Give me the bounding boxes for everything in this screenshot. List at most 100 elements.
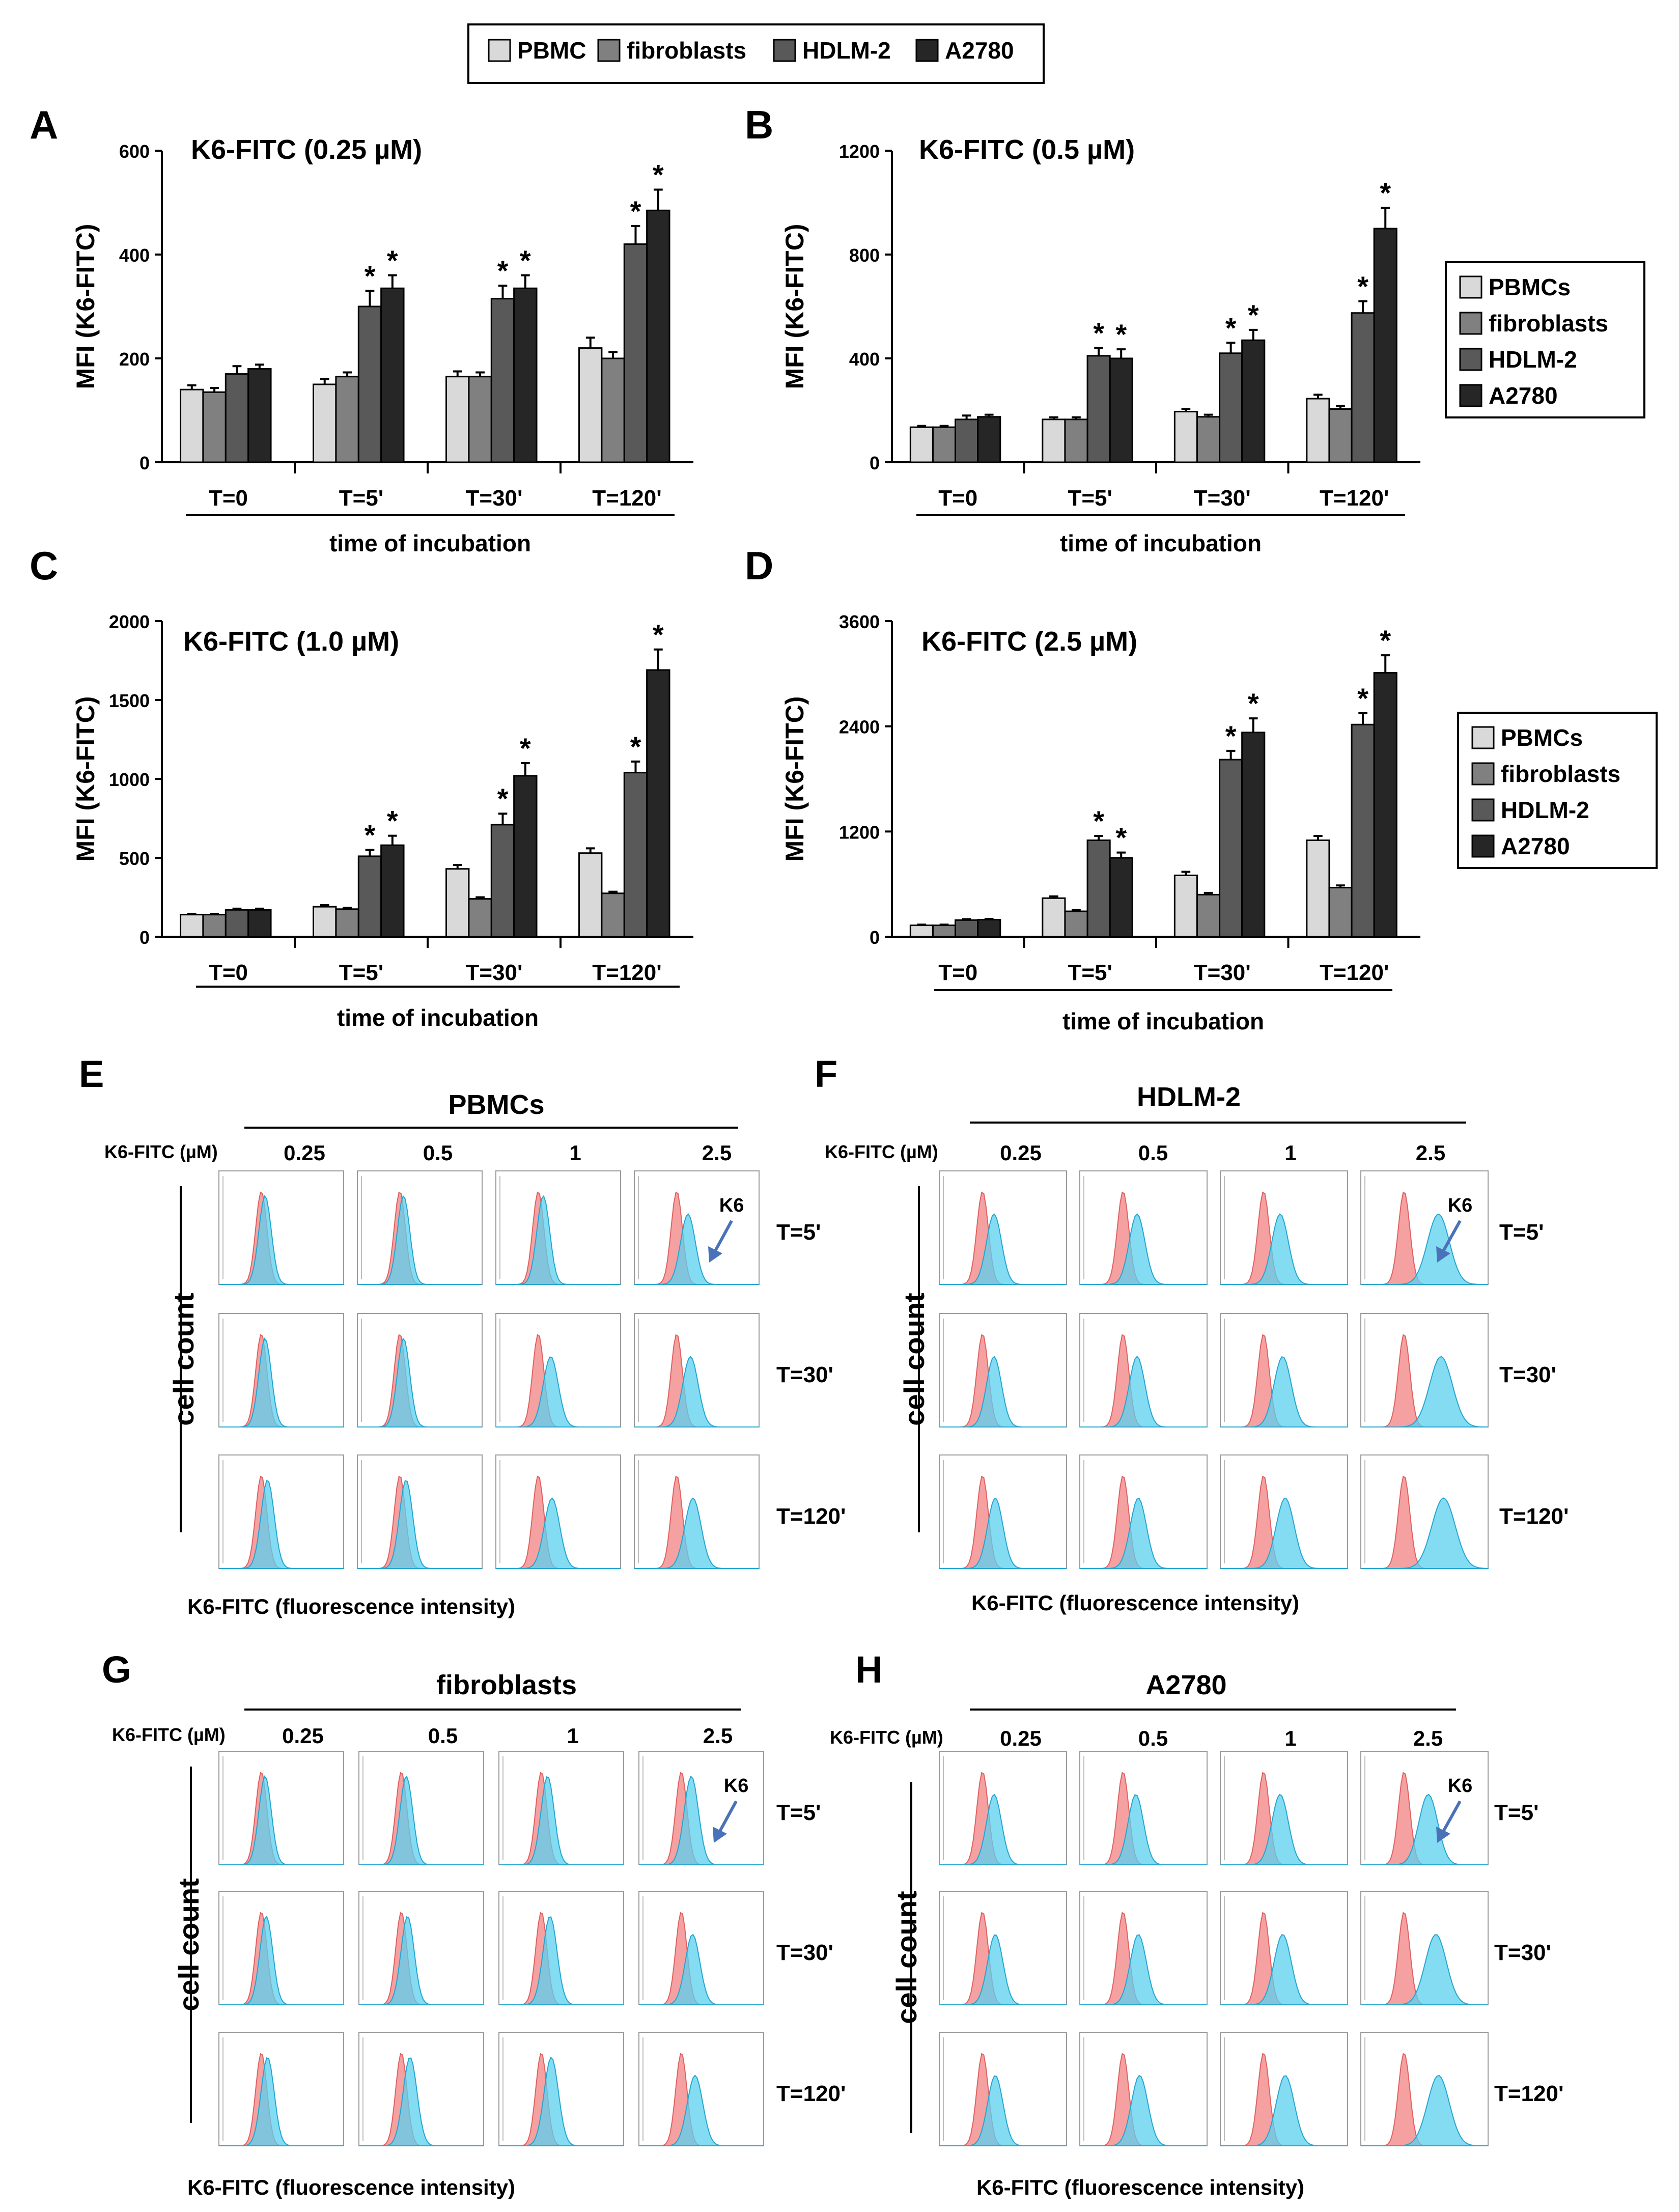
y-tick-label: 0	[139, 453, 150, 473]
k6-peak	[1220, 1356, 1348, 1427]
x-category-label: T=30'	[1194, 486, 1251, 511]
concentration-label: 1	[567, 1724, 578, 1748]
bar-chart-c: C K6-FITC (1.0 µM) MFI (K6-FITC) 0 500 1000 15…	[30, 543, 693, 1031]
concentration-label: 0.5	[428, 1724, 458, 1748]
legend-label: HDLM-2	[1489, 346, 1577, 373]
x-axis-label: K6-FITC (fluorescence intensity)	[187, 1594, 515, 1618]
k6-peak	[219, 1195, 344, 1285]
histogram-plot	[1360, 1891, 1489, 2005]
plot-frame	[357, 1170, 483, 1285]
y-tick-label: 800	[849, 245, 880, 266]
panel-letter: C	[30, 543, 58, 588]
panel-title: HDLM-2	[1137, 1082, 1241, 1112]
histogram-plot	[1079, 1170, 1208, 1285]
legend-label: fibroblasts	[627, 37, 746, 64]
bar	[1109, 357, 1133, 463]
histogram-plot	[1079, 1454, 1208, 1569]
histogram-plot	[1079, 1751, 1208, 1865]
concentration-label: 0.5	[1138, 1141, 1168, 1165]
bar	[335, 376, 359, 463]
k6-peak	[1361, 1356, 1489, 1427]
k6-peak	[499, 2056, 624, 2146]
legend-swatch	[1471, 834, 1495, 858]
histogram-panel-f: F HDLM-2 K6-FITC (µM) 0.25 0.5 1 2.5 cell count…	[815, 1053, 1569, 1615]
bar	[313, 906, 337, 938]
k6-peak	[359, 2057, 484, 2146]
plot-frame	[357, 1313, 483, 1427]
y-tick-label: 0	[139, 927, 150, 948]
time-label: T=30'	[776, 1362, 833, 1387]
bar	[1241, 732, 1266, 938]
panel-title: fibroblasts	[436, 1670, 577, 1700]
x-axis-label: time of incubation	[329, 530, 531, 556]
k6-peak	[219, 2057, 344, 2146]
bar	[1042, 418, 1066, 463]
significance-star: *	[497, 255, 509, 287]
bar	[578, 347, 603, 463]
histogram-plot	[357, 1454, 483, 1569]
histogram-plot	[495, 1313, 621, 1427]
panel-letter: G	[102, 1648, 131, 1691]
y-tick-label: 2400	[839, 717, 880, 738]
y-axis-label: cell count	[173, 1878, 205, 2011]
k6-arrow-head	[713, 1827, 727, 1843]
concentration-label: 2.5	[703, 1724, 733, 1748]
bar	[932, 426, 957, 463]
histogram-plot	[939, 1454, 1067, 1569]
time-label: T=30'	[776, 1940, 833, 1965]
bar	[932, 925, 957, 938]
k6-peak	[1361, 1934, 1488, 2005]
concentration-label: 0.25	[284, 1141, 325, 1165]
x-category-label: T=120'	[592, 960, 661, 985]
bar	[445, 868, 470, 938]
k6-peak	[219, 1775, 344, 1865]
histogram-plot	[1220, 2032, 1348, 2146]
k6-peak	[1080, 1356, 1207, 1427]
bar-chart-a: A K6-FITC (0.25 µM) MFI (K6-FITC) 0 200 400 60…	[30, 102, 693, 556]
legend-swatch	[915, 39, 939, 62]
k6-peak	[634, 1356, 759, 1427]
legend-label: HDLM-2	[802, 37, 891, 64]
x-category-label: T=5'	[339, 486, 384, 511]
concentration-label: 0.25	[1000, 1141, 1042, 1165]
bar	[1173, 874, 1198, 938]
histogram-plot	[357, 1313, 483, 1427]
bar	[1328, 408, 1353, 463]
k6-arrow-label: K6	[1448, 1195, 1473, 1216]
x-category-label: T=120'	[592, 486, 661, 511]
legend-swatch	[488, 39, 511, 62]
legend-label: PBMC	[517, 37, 586, 64]
k6-peak	[634, 1213, 759, 1285]
bar	[1173, 411, 1198, 463]
histogram-plot	[357, 1170, 483, 1285]
bar-chart-b: B K6-FITC (0.5 µM) MFI (K6-FITC) 0 400 800 120…	[745, 102, 1420, 556]
significance-star: *	[630, 731, 641, 763]
histogram-plot: K6	[1360, 1170, 1489, 1285]
plot-frame	[218, 1313, 344, 1427]
histogram-plot	[939, 1170, 1067, 1285]
x-axis-label: K6-FITC (fluorescence intensity)	[187, 2175, 515, 2199]
k6-peak	[1361, 1497, 1489, 1569]
histogram-plot	[634, 1313, 760, 1427]
x-axis-label: K6-FITC (fluorescence intensity)	[971, 1591, 1299, 1615]
x-category-label: T=120'	[1320, 960, 1389, 985]
legend-side-d: PBMCs fibroblasts HDLM-2 A2780	[1457, 712, 1658, 869]
legend-side-b: PBMCs fibroblasts HDLM-2 A2780	[1445, 261, 1645, 418]
bar	[1373, 228, 1397, 463]
bar	[1196, 416, 1221, 463]
x-category-label: T=5'	[1068, 960, 1112, 985]
y-tick-label: 1000	[109, 769, 150, 790]
y-axis-label: MFI (K6-FITC)	[71, 224, 100, 389]
concentration-label: 0.5	[1138, 1726, 1168, 1750]
k6-peak	[499, 1916, 624, 2005]
k6-peak	[357, 1195, 482, 1285]
plot-frame	[218, 2032, 344, 2146]
histogram-plot	[1079, 2032, 1208, 2146]
k6-peak	[1080, 1934, 1207, 2005]
bar	[513, 775, 538, 938]
bar	[578, 852, 603, 938]
time-label: T=120'	[1499, 1504, 1569, 1529]
bar	[202, 914, 227, 938]
histogram-plot	[1079, 1313, 1208, 1427]
chart-title: K6-FITC (2.5 µM)	[921, 626, 1137, 657]
